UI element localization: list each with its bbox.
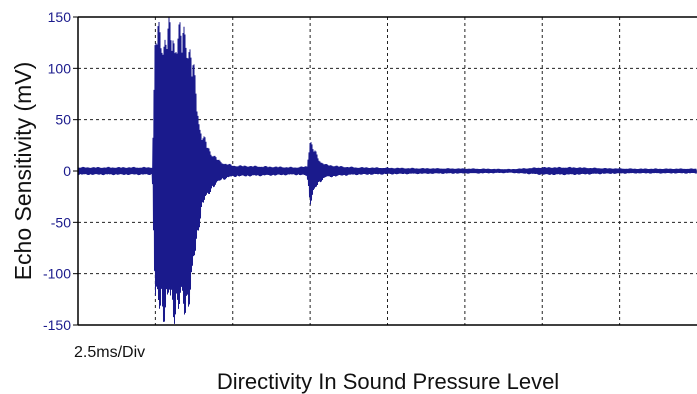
y-tick-label: 100 — [48, 60, 72, 76]
signal-series — [77, 17, 697, 324]
y-axis-label: Echo Sensitivity (mV) — [10, 62, 36, 281]
y-tick-label: -50 — [51, 214, 71, 230]
x-scale-note: 2.5ms/Div — [74, 344, 145, 361]
signal-trace — [77, 17, 697, 324]
x-axis-label: Directivity In Sound Pressure Level — [217, 369, 559, 394]
y-tick-label: -150 — [43, 317, 71, 333]
y-tick-label: 0 — [63, 163, 71, 179]
y-ticks: 150 100 50 0 -50 -100 -150 — [43, 9, 78, 333]
y-tick-label: 150 — [48, 9, 72, 25]
y-tick-label: -100 — [43, 266, 71, 282]
y-tick-label: 50 — [55, 112, 71, 128]
